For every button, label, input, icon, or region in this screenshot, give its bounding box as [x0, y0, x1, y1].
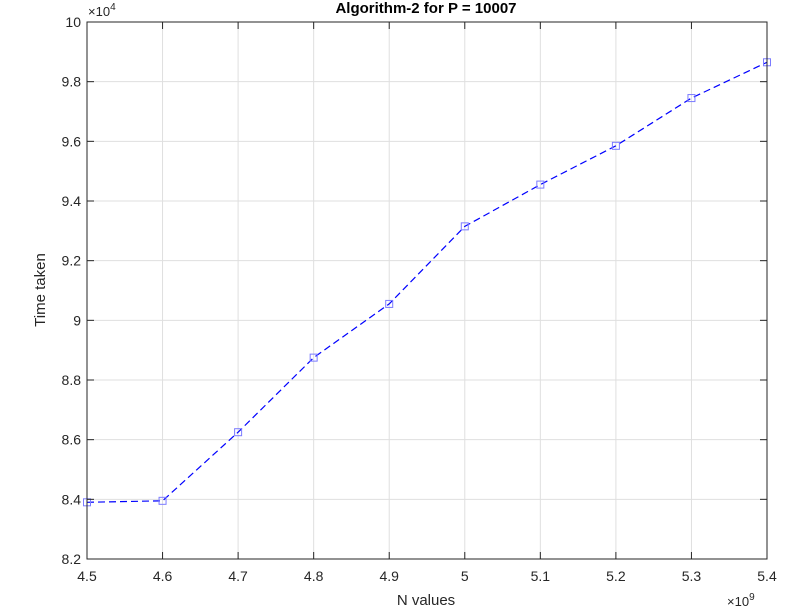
- y-exponent-base: ×10: [88, 4, 110, 19]
- x-exponent-power: 9: [749, 592, 755, 603]
- axis-ticks: 4.5 4.6 4.7 4.8 4.9 5 5.1 5.2 5.3 5.4 8.2 8.4 8.6 8.8…: [62, 14, 777, 584]
- data-point-marker: [158, 496, 167, 505]
- series-line: [86, 61, 768, 503]
- x-exponent-base: ×10: [727, 594, 749, 608]
- data-point-marker: [687, 94, 696, 103]
- y-tick-label: 9.4: [62, 193, 82, 209]
- x-axis-label: N values: [397, 592, 455, 608]
- x-tick-label: 5.1: [531, 568, 551, 584]
- x-exponent-label: ×109: [727, 592, 755, 608]
- y-tick-label: 10: [65, 14, 81, 30]
- svg-text:×104: ×104: [88, 2, 116, 19]
- y-tick-label: 9: [73, 312, 81, 328]
- chart-title: Algorithm-2 for P = 10007: [335, 0, 516, 17]
- data-point-marker: [611, 141, 620, 150]
- y-axis-label: Time taken: [32, 253, 49, 327]
- y-exponent-power: 4: [110, 2, 116, 13]
- y-tick-label: 8.4: [62, 491, 82, 507]
- x-tick-label: 4.9: [379, 568, 399, 584]
- x-tick-label: 4.7: [228, 568, 248, 584]
- y-tick-label: 9.8: [62, 74, 82, 90]
- y-tick-label: 8.8: [62, 372, 82, 388]
- x-tick-label: 4.6: [153, 568, 173, 584]
- x-tick-label: 5.2: [606, 568, 626, 584]
- data-point-marker: [536, 180, 545, 189]
- y-exponent-label: ×104: [88, 2, 116, 19]
- x-tick-label: 5.3: [682, 568, 702, 584]
- data-point-marker: [460, 222, 469, 231]
- y-tick-label: 8.2: [62, 551, 82, 567]
- plot-area: [87, 22, 767, 559]
- data-point-marker: [309, 353, 318, 362]
- y-tick-label: 9.2: [62, 253, 82, 269]
- x-tick-label: 4.8: [304, 568, 324, 584]
- data-point-marker: [385, 299, 394, 308]
- x-tick-label: 5.4: [757, 568, 777, 584]
- plot-frame: [86, 21, 768, 560]
- y-tick-label: 8.6: [62, 432, 82, 448]
- x-tick-label: 4.5: [77, 568, 97, 584]
- svg-text:×109: ×109: [727, 592, 755, 608]
- data-point-marker: [234, 428, 243, 437]
- y-tick-label: 9.6: [62, 133, 82, 149]
- x-tick-label: 5: [461, 568, 469, 584]
